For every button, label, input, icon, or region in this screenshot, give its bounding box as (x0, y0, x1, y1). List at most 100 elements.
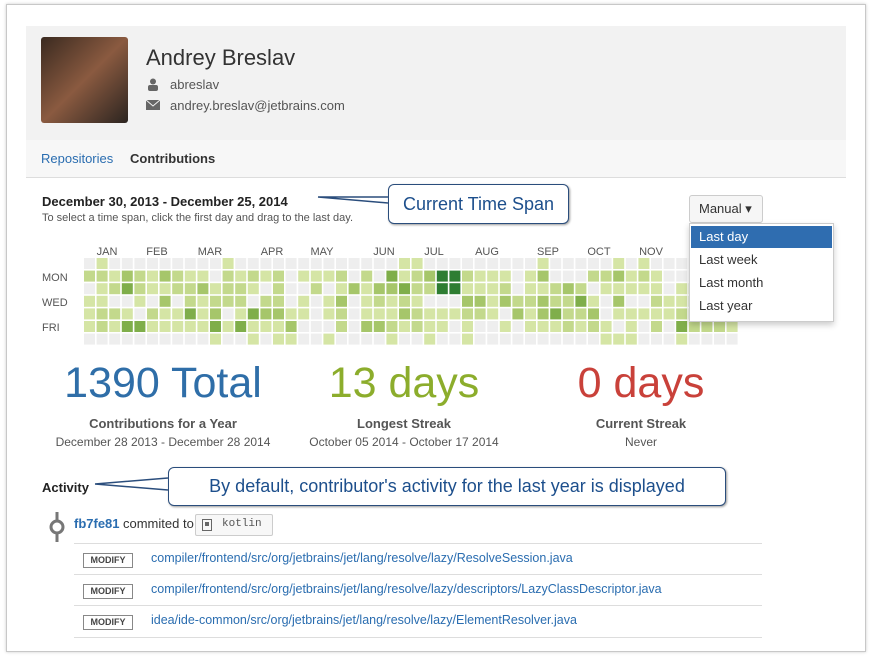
calendar-cell (298, 321, 310, 332)
calendar-cell (588, 321, 599, 332)
calendar-cell (651, 283, 662, 295)
calendar-cell (361, 270, 373, 282)
calendar-cell (298, 308, 310, 320)
calendar-cell (235, 258, 247, 269)
user-name: Andrey Breslav (146, 45, 296, 70)
calendar-cell (159, 295, 171, 307)
calendar-cell (499, 270, 511, 282)
calendar-cell (210, 283, 221, 295)
calendar-cell (449, 283, 461, 295)
repo-name: kotlin (222, 518, 262, 530)
calendar-cell (638, 308, 650, 320)
month-label: NOV (639, 246, 664, 258)
calendar-cell (588, 333, 599, 345)
calendar-cell (676, 258, 688, 269)
calendar-cell (373, 321, 385, 332)
calendar-cell (474, 308, 486, 320)
calendar-cell (638, 321, 650, 332)
calendar-cell (575, 308, 587, 320)
username: abreslav (170, 77, 220, 92)
calendar-cell (184, 283, 196, 295)
calendar-cell (336, 333, 347, 345)
tab[interactable]: Repositories (41, 151, 114, 166)
calendar-cell (638, 258, 650, 269)
file-path[interactable]: compiler/frontend/src/org/jetbrains/jet/… (151, 551, 573, 565)
month-label: MAY (310, 246, 334, 258)
menu-option[interactable]: Last year (699, 298, 753, 313)
calendar-cell (134, 270, 146, 282)
time-span-hint: To select a time span, click the first d… (42, 212, 354, 224)
calendar-cell (235, 270, 247, 282)
calendar-cell (449, 295, 461, 307)
file-path[interactable]: idea/ide-common/src/org/jetbrains/jet/la… (151, 613, 577, 627)
calendar-cell (600, 283, 612, 295)
calendar-cell (159, 258, 171, 269)
calendar-cell (247, 308, 259, 320)
calendar-cell (449, 333, 461, 345)
calendar-cell (613, 333, 625, 345)
menu-option[interactable]: Last month (699, 275, 764, 290)
month-label: JUN (373, 246, 394, 258)
calendar-cell (651, 270, 662, 282)
commit-hash[interactable]: fb7fe81 (74, 516, 120, 531)
calendar-cell (550, 283, 562, 295)
calendar-cell (298, 270, 310, 282)
calendar-cell (399, 333, 410, 345)
calendar-cell (310, 333, 322, 345)
calendar-cell (663, 258, 675, 269)
calendar-cell (210, 295, 221, 307)
calendar-cell (147, 295, 158, 307)
calendar-cell (285, 283, 297, 295)
calendar-cell (197, 333, 209, 345)
calendar-cell (575, 321, 587, 332)
calendar-cell (172, 258, 184, 269)
calendar-cell (525, 295, 536, 307)
calendar-cell (386, 333, 398, 345)
calendar-cell (147, 283, 158, 295)
file-path[interactable]: compiler/frontend/src/org/jetbrains/jet/… (151, 582, 662, 596)
calendar-cell (651, 308, 662, 320)
calendar-cell (159, 308, 171, 320)
menu-option[interactable]: Last week (699, 252, 758, 267)
calendar-cell (96, 283, 108, 295)
calendar-cell (499, 333, 511, 345)
calendar-cell (424, 283, 436, 295)
calendar-cell (663, 283, 675, 295)
calendar-cell (562, 295, 574, 307)
repo-tag[interactable]: kotlin (195, 514, 273, 536)
calendar-cell (310, 258, 322, 269)
calendar-cell (172, 321, 184, 332)
calendar-cell (625, 308, 637, 320)
calendar-cell (537, 295, 549, 307)
calendar-cell (651, 258, 662, 269)
calendar-cell (184, 270, 196, 282)
month-label: OCT (587, 246, 611, 258)
calendar-cell (436, 308, 448, 320)
calendar-cell (285, 295, 297, 307)
tab-active[interactable]: Contributions (130, 151, 216, 166)
calendar-cell (273, 333, 284, 345)
calendar-cell (172, 295, 184, 307)
calendar-cell (260, 258, 272, 269)
calendar-cell (260, 333, 272, 345)
calendar-cell (651, 321, 662, 332)
calendar-cell (726, 321, 738, 332)
menu-option[interactable]: Last day (691, 226, 832, 248)
calendar-cell (247, 295, 259, 307)
calendar-cell (348, 258, 360, 269)
calendar-cell (84, 295, 95, 307)
dropdown-button[interactable]: Manual ▾ (689, 195, 763, 223)
calendar-cell (525, 270, 536, 282)
calendar-cell (386, 321, 398, 332)
calendar-cell (96, 321, 108, 332)
calendar-cell (361, 283, 373, 295)
calendar-cell (197, 283, 209, 295)
stat-detail: October 05 2014 - October 17 2014 (309, 435, 499, 449)
calendar-cell (462, 333, 473, 345)
calendar-cell (499, 295, 511, 307)
calendar-cell (184, 321, 196, 332)
calendar-cell (134, 283, 146, 295)
calendar-cell (487, 308, 499, 320)
calendar-cell (247, 321, 259, 332)
